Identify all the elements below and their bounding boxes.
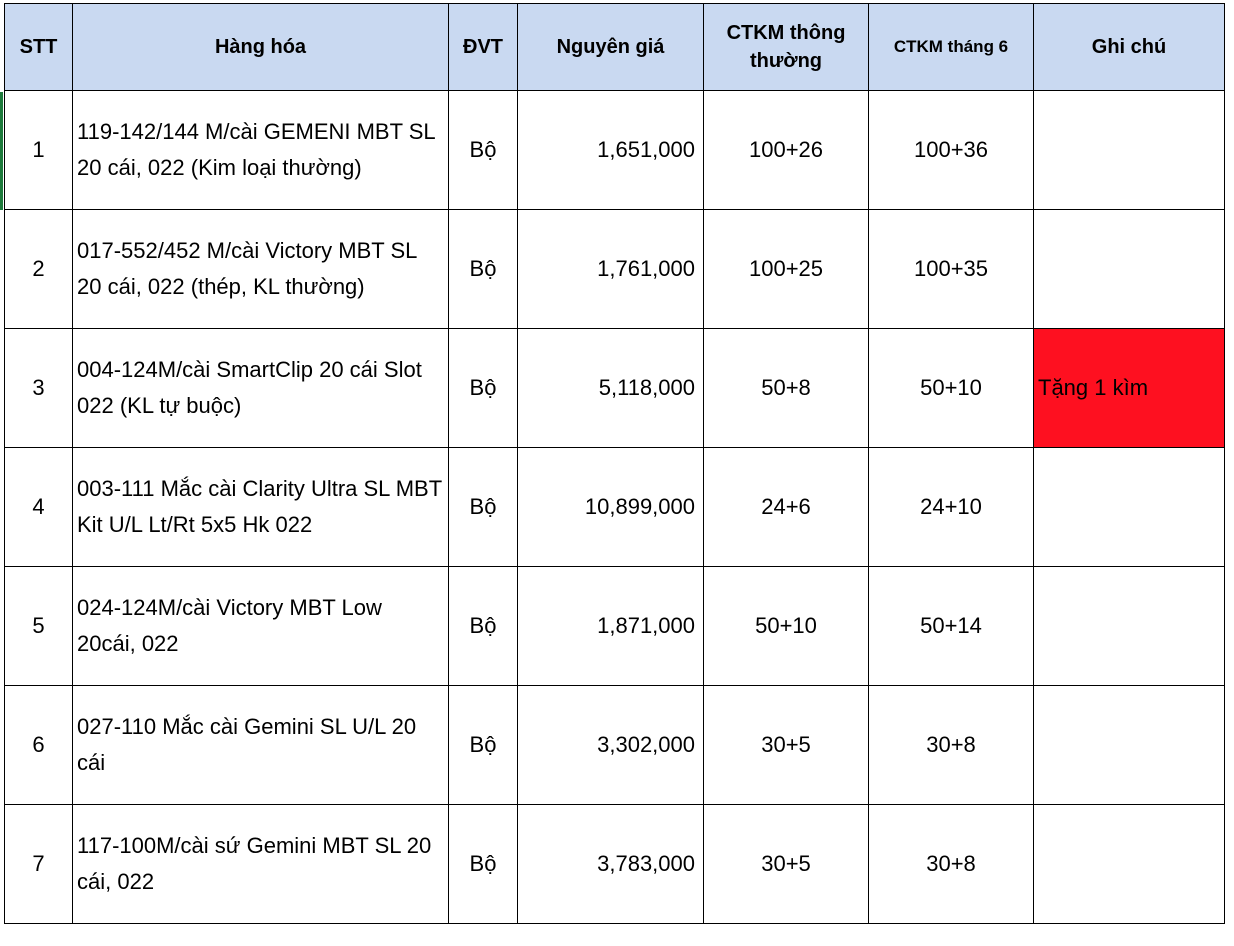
header-unit[interactable]: ĐVT	[448, 3, 518, 91]
cell-item[interactable]: 024-124M/cài Victory MBT Low 20cái, 022	[72, 566, 449, 686]
cell-promo-regular[interactable]: 100+26	[703, 90, 869, 210]
cell-price[interactable]: 1,651,000	[517, 90, 704, 210]
cell-promo-june[interactable]: 30+8	[868, 804, 1034, 924]
table-row: 2 017-552/452 M/cài Victory MBT SL 20 cá…	[4, 209, 1225, 329]
header-promo-regular[interactable]: CTKM thông thường	[703, 3, 869, 91]
cell-stt[interactable]: 7	[4, 804, 73, 924]
cell-stt[interactable]: 6	[4, 685, 73, 805]
cell-item[interactable]: 027-110 Mắc cài Gemini SL U/L 20 cái	[72, 685, 449, 805]
cell-unit[interactable]: Bộ	[448, 209, 518, 329]
cell-item[interactable]: 003-111 Mắc cài Clarity Ultra SL MBT Kit…	[72, 447, 449, 567]
cell-note[interactable]	[1033, 804, 1225, 924]
cell-note-highlighted[interactable]: Tặng 1 kìm	[1033, 328, 1225, 448]
cell-promo-june[interactable]: 100+36	[868, 90, 1034, 210]
selected-row-marker	[0, 92, 3, 210]
cell-promo-regular[interactable]: 100+25	[703, 209, 869, 329]
table-row: 6 027-110 Mắc cài Gemini SL U/L 20 cái B…	[4, 685, 1225, 805]
cell-promo-june[interactable]: 50+14	[868, 566, 1034, 686]
table-row: 4 003-111 Mắc cài Clarity Ultra SL MBT K…	[4, 447, 1225, 567]
cell-unit[interactable]: Bộ	[448, 685, 518, 805]
cell-unit[interactable]: Bộ	[448, 328, 518, 448]
cell-note[interactable]	[1033, 90, 1225, 210]
cell-promo-regular[interactable]: 50+8	[703, 328, 869, 448]
cell-stt[interactable]: 1	[4, 90, 73, 210]
table-row: 1 119-142/144 M/cài GEMENI MBT SL 20 cái…	[4, 90, 1225, 210]
cell-item[interactable]: 119-142/144 M/cài GEMENI MBT SL 20 cái, …	[72, 90, 449, 210]
header-row: STT Hàng hóa ĐVT Nguyên giá CTKM thông t…	[4, 3, 1225, 91]
cell-price[interactable]: 10,899,000	[517, 447, 704, 567]
header-price[interactable]: Nguyên giá	[517, 3, 704, 91]
table-row: 7 117-100M/cài sứ Gemini MBT SL 20 cái, …	[4, 804, 1225, 924]
cell-price[interactable]: 3,302,000	[517, 685, 704, 805]
header-stt[interactable]: STT	[4, 3, 73, 91]
cell-note[interactable]	[1033, 447, 1225, 567]
table-row: 5 024-124M/cài Victory MBT Low 20cái, 02…	[4, 566, 1225, 686]
cell-promo-june[interactable]: 24+10	[868, 447, 1034, 567]
header-note[interactable]: Ghi chú	[1033, 3, 1225, 91]
cell-item[interactable]: 004-124M/cài SmartClip 20 cái Slot 022 (…	[72, 328, 449, 448]
cell-note[interactable]	[1033, 566, 1225, 686]
cell-promo-regular[interactable]: 24+6	[703, 447, 869, 567]
cell-unit[interactable]: Bộ	[448, 566, 518, 686]
cell-price[interactable]: 3,783,000	[517, 804, 704, 924]
cell-stt[interactable]: 5	[4, 566, 73, 686]
cell-note[interactable]	[1033, 209, 1225, 329]
header-item[interactable]: Hàng hóa	[72, 3, 449, 91]
header-promo-june[interactable]: CTKM tháng 6	[868, 3, 1034, 91]
cell-promo-regular[interactable]: 50+10	[703, 566, 869, 686]
cell-price[interactable]: 1,761,000	[517, 209, 704, 329]
cell-note[interactable]	[1033, 685, 1225, 805]
cell-promo-june[interactable]: 30+8	[868, 685, 1034, 805]
cell-stt[interactable]: 4	[4, 447, 73, 567]
cell-unit[interactable]: Bộ	[448, 447, 518, 567]
cell-item[interactable]: 017-552/452 M/cài Victory MBT SL 20 cái,…	[72, 209, 449, 329]
cell-price[interactable]: 5,118,000	[517, 328, 704, 448]
cell-stt[interactable]: 2	[4, 209, 73, 329]
cell-price[interactable]: 1,871,000	[517, 566, 704, 686]
cell-promo-regular[interactable]: 30+5	[703, 685, 869, 805]
cell-unit[interactable]: Bộ	[448, 804, 518, 924]
cell-unit[interactable]: Bộ	[448, 90, 518, 210]
cell-promo-regular[interactable]: 30+5	[703, 804, 869, 924]
cell-stt[interactable]: 3	[4, 328, 73, 448]
price-table: STT Hàng hóa ĐVT Nguyên giá CTKM thông t…	[4, 3, 1225, 924]
cell-item[interactable]: 117-100M/cài sứ Gemini MBT SL 20 cái, 02…	[72, 804, 449, 924]
table-row: 3 004-124M/cài SmartClip 20 cái Slot 022…	[4, 328, 1225, 448]
cell-promo-june[interactable]: 50+10	[868, 328, 1034, 448]
cell-promo-june[interactable]: 100+35	[868, 209, 1034, 329]
